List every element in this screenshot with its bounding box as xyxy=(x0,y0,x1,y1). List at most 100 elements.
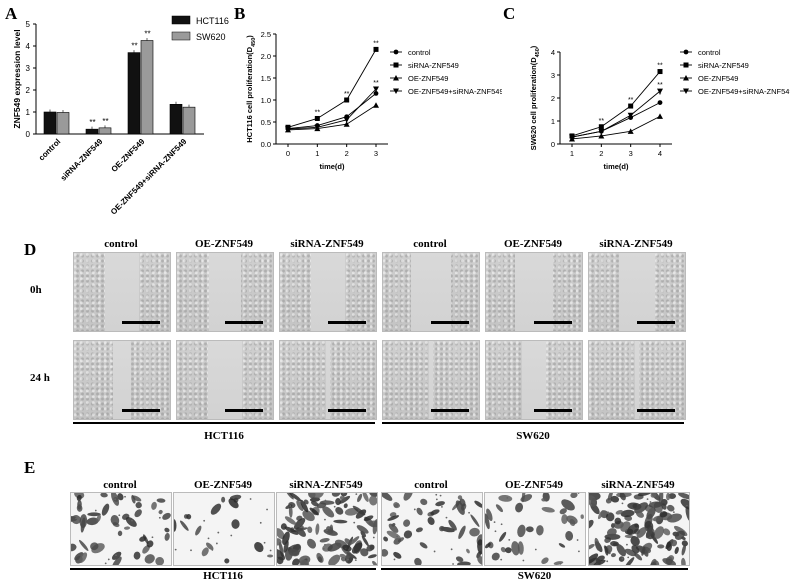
stained-cell xyxy=(179,520,189,531)
stained-cell xyxy=(650,493,657,498)
membrane-pore xyxy=(578,550,580,553)
stained-cell xyxy=(343,503,348,509)
stained-cell xyxy=(526,526,534,533)
data-point xyxy=(683,75,689,81)
y-tick-label: 5 xyxy=(26,20,31,29)
membrane-pore xyxy=(672,511,675,514)
wound-micrograph xyxy=(279,252,377,332)
wound-micrograph xyxy=(73,252,171,332)
stained-cell xyxy=(661,503,667,510)
data-point xyxy=(627,112,634,119)
membrane-pore xyxy=(145,558,148,561)
stained-cell xyxy=(674,546,679,555)
stained-cell xyxy=(151,501,157,510)
stained-cell xyxy=(420,498,428,506)
group-underline xyxy=(382,422,684,424)
scale-bar xyxy=(225,409,263,412)
stained-cell xyxy=(79,514,88,529)
membrane-pore xyxy=(433,550,436,553)
transwell-micrograph xyxy=(484,492,586,566)
legend-swatch xyxy=(171,31,191,41)
y-axis-label: HCT116 cell proliferation(D450) xyxy=(245,35,257,143)
stained-cell xyxy=(277,528,285,540)
significance-label: ** xyxy=(373,80,379,87)
membrane-pore xyxy=(649,501,652,503)
stained-cell xyxy=(558,543,566,548)
stained-cells xyxy=(382,493,482,565)
data-point xyxy=(569,134,575,141)
stained-cell xyxy=(455,556,464,562)
stained-cell xyxy=(296,500,304,512)
stained-cells xyxy=(485,493,584,565)
scale-bar xyxy=(431,409,469,412)
membrane-pore xyxy=(685,504,688,507)
group-underline xyxy=(381,568,688,570)
membrane-pore xyxy=(607,511,609,514)
group-label: SW620 xyxy=(516,430,550,442)
stained-cell xyxy=(589,553,599,565)
stained-cell xyxy=(658,493,664,505)
stained-cell xyxy=(158,509,163,515)
transwell-column-label: siRNA-ZNF549 xyxy=(601,479,675,491)
stained-cell xyxy=(580,514,584,519)
data-point xyxy=(285,126,291,133)
stained-cell xyxy=(624,534,634,539)
y-tick-label: 0.5 xyxy=(261,118,271,127)
stained-cell xyxy=(498,494,513,502)
stained-cell xyxy=(680,498,689,510)
membrane-pore xyxy=(441,505,443,508)
membrane-pore xyxy=(627,556,630,559)
membrane-pore xyxy=(621,502,624,505)
stained-cell xyxy=(466,548,470,554)
wound-gap xyxy=(104,253,140,331)
membrane-pore xyxy=(439,494,442,497)
stained-cell xyxy=(292,527,308,533)
stained-cell xyxy=(491,552,500,561)
y-tick-label: 2 xyxy=(26,86,31,95)
y-tick-label: 2.0 xyxy=(261,52,271,61)
membrane-pore xyxy=(116,503,119,506)
stained-cell xyxy=(112,556,122,565)
stained-cell xyxy=(457,561,471,565)
stained-cell xyxy=(618,556,625,562)
stained-cell xyxy=(142,545,150,554)
stained-cell xyxy=(500,547,506,553)
stained-cell xyxy=(90,542,99,551)
membrane-pore xyxy=(118,514,121,517)
membrane-pore xyxy=(259,521,262,524)
stained-cell xyxy=(367,554,377,559)
stained-cell xyxy=(155,556,165,565)
data-point xyxy=(373,46,379,52)
stained-cell xyxy=(224,558,230,564)
stained-cell xyxy=(293,517,306,530)
wound-gap xyxy=(113,341,131,419)
category-label: OE-ZNF549 xyxy=(110,137,147,174)
stained-cell xyxy=(499,531,507,542)
wound-gap xyxy=(410,253,452,331)
stained-cells xyxy=(174,494,274,564)
membrane-pore xyxy=(322,547,325,550)
scale-bar xyxy=(534,409,572,412)
stained-cell xyxy=(634,552,643,561)
membrane-pore xyxy=(522,559,525,562)
stained-cell xyxy=(620,509,635,518)
data-point xyxy=(683,49,689,55)
series-line xyxy=(287,93,377,130)
wound-column-label: siRNA-ZNF549 xyxy=(290,238,364,250)
wound-micrograph xyxy=(485,340,583,420)
panel-letter-d: D xyxy=(24,240,37,259)
panel-letter-e: E xyxy=(24,458,36,477)
data-point xyxy=(314,115,320,121)
stained-cell xyxy=(570,493,578,499)
group-underline xyxy=(70,568,376,570)
wound-gap xyxy=(522,341,546,419)
group-label: SW620 xyxy=(517,570,552,582)
membrane-pore xyxy=(413,508,416,511)
stained-cell xyxy=(288,505,293,518)
scale-bar xyxy=(534,321,572,324)
stained-cell xyxy=(71,515,81,525)
category-label: siRNA-ZNF549 xyxy=(59,137,105,183)
series-line xyxy=(571,115,661,140)
panel-letter-b: B xyxy=(234,4,246,23)
stained-cell xyxy=(636,527,647,538)
